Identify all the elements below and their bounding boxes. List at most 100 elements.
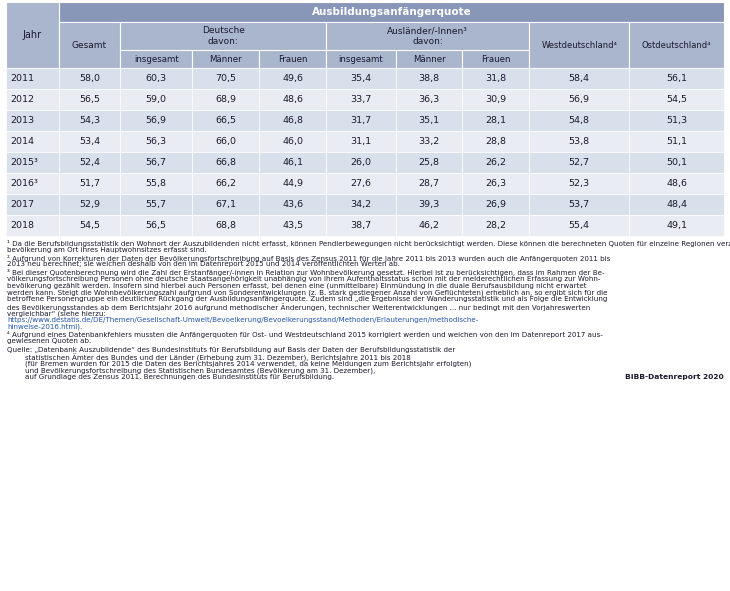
Text: insgesamt: insgesamt [339, 54, 383, 63]
Text: 53,8: 53,8 [569, 137, 590, 146]
Text: 50,1: 50,1 [666, 158, 687, 167]
Text: 2012: 2012 [10, 95, 34, 104]
Text: bevölkerung gezählt werden. Insofern sind hierbei auch Personen erfasst, bei den: bevölkerung gezählt werden. Insofern sin… [7, 283, 586, 290]
Text: 56,3: 56,3 [146, 137, 167, 146]
Text: 31,7: 31,7 [350, 116, 372, 125]
Text: 54,8: 54,8 [569, 116, 590, 125]
Text: und Bevölkerungsfortschreibung des Statistischen Bundesamtes (Bevölkerung am 31.: und Bevölkerungsfortschreibung des Stati… [7, 368, 375, 374]
Text: 52,9: 52,9 [79, 200, 100, 209]
Text: 46,8: 46,8 [282, 116, 303, 125]
Bar [120, 50, 193, 68]
Bar [629, 173, 724, 194]
Text: 67,1: 67,1 [215, 200, 237, 209]
Bar [59, 173, 120, 194]
Text: 26,2: 26,2 [485, 158, 507, 167]
Text: 28,2: 28,2 [485, 221, 507, 230]
Bar [396, 215, 462, 236]
Bar [629, 131, 724, 152]
Text: 51,3: 51,3 [666, 116, 687, 125]
Bar [529, 194, 629, 215]
Bar [326, 89, 396, 110]
Text: 68,9: 68,9 [215, 95, 237, 104]
Bar [120, 131, 193, 152]
Text: 35,4: 35,4 [350, 74, 372, 83]
Bar [120, 22, 326, 68]
Bar [59, 152, 120, 173]
Text: 26,3: 26,3 [485, 179, 507, 188]
Text: hinweise-2016.html).: hinweise-2016.html). [7, 324, 82, 330]
Bar [59, 89, 120, 110]
Text: 28,1: 28,1 [485, 116, 507, 125]
Bar [6, 2, 59, 68]
Text: bevölkerung am Ort ihres Hauptwohnsitzes erfasst sind.: bevölkerung am Ort ihres Hauptwohnsitzes… [7, 247, 207, 253]
Text: 51,1: 51,1 [666, 137, 687, 146]
Bar [59, 131, 120, 152]
Bar [120, 68, 193, 89]
Text: 56,9: 56,9 [146, 116, 166, 125]
Text: Ausbildungsanfängerquote: Ausbildungsanfängerquote [312, 7, 472, 17]
Bar [529, 131, 629, 152]
Text: Quelle: „Datenbank Auszubildende“ des Bundesinstituts für Berufsbildung auf Basi: Quelle: „Datenbank Auszubildende“ des Bu… [7, 347, 456, 353]
Bar [59, 68, 120, 89]
Bar [193, 173, 259, 194]
Bar [396, 131, 462, 152]
Text: völkerungsfortschreibung Personen ohne deutsche Staatsangehörigkeit unabhängig v: völkerungsfortschreibung Personen ohne d… [7, 276, 601, 282]
Text: 66,2: 66,2 [215, 179, 237, 188]
Text: 31,8: 31,8 [485, 74, 507, 83]
Bar [462, 131, 529, 152]
Text: 66,0: 66,0 [215, 137, 237, 146]
Text: 33,2: 33,2 [418, 137, 439, 146]
Text: ³ Bei dieser Quotenberechnung wird die Zahl der Erstanfänger/-innen in Relation : ³ Bei dieser Quotenberechnung wird die Z… [7, 269, 604, 276]
Bar [326, 50, 396, 68]
Text: 25,8: 25,8 [418, 158, 439, 167]
Bar [529, 173, 629, 194]
Bar [259, 131, 326, 152]
Text: 28,7: 28,7 [418, 179, 439, 188]
Bar [59, 110, 120, 131]
Bar [120, 89, 193, 110]
Text: 48,4: 48,4 [666, 200, 687, 209]
Text: ¹ Da die Berufsbildungsstatistik den Wohnort der Auszubildenden nicht erfasst, k: ¹ Da die Berufsbildungsstatistik den Woh… [7, 240, 730, 247]
Bar [629, 215, 724, 236]
Bar [259, 194, 326, 215]
Text: insgesamt: insgesamt [134, 54, 179, 63]
Bar [326, 173, 396, 194]
Bar [6, 131, 59, 152]
Text: 54,3: 54,3 [79, 116, 100, 125]
Text: 55,8: 55,8 [146, 179, 166, 188]
Text: 53,7: 53,7 [569, 200, 590, 209]
Text: 70,5: 70,5 [215, 74, 237, 83]
Bar [629, 194, 724, 215]
Bar [326, 110, 396, 131]
Bar [6, 194, 59, 215]
Bar [396, 173, 462, 194]
Text: 26,9: 26,9 [485, 200, 507, 209]
Bar [529, 22, 629, 68]
Text: 2013 neu berechnet; sie weichen deshalb von den im Datenreport 2015 und 2014 ver: 2013 neu berechnet; sie weichen deshalb … [7, 261, 400, 267]
Text: 38,7: 38,7 [350, 221, 372, 230]
Bar [6, 89, 59, 110]
Text: 52,7: 52,7 [569, 158, 590, 167]
Text: 43,5: 43,5 [282, 221, 303, 230]
Text: (für Bremen wurden für 2015 die Daten des Berichtsjahres 2014 verwendet, da kein: (für Bremen wurden für 2015 die Daten de… [7, 361, 472, 367]
Bar [629, 68, 724, 89]
Bar [259, 152, 326, 173]
Text: 49,1: 49,1 [666, 221, 687, 230]
Text: 54,5: 54,5 [666, 95, 687, 104]
Bar [462, 50, 529, 68]
Text: 28,8: 28,8 [485, 137, 507, 146]
Text: 56,5: 56,5 [79, 95, 100, 104]
Text: Ostdeutschland⁴: Ostdeutschland⁴ [642, 41, 712, 50]
Bar [326, 194, 396, 215]
Bar [59, 215, 120, 236]
Bar [6, 215, 59, 236]
Text: 55,4: 55,4 [569, 221, 590, 230]
Text: 66,5: 66,5 [215, 116, 237, 125]
Bar [396, 89, 462, 110]
Text: 52,3: 52,3 [569, 179, 590, 188]
Bar [462, 110, 529, 131]
Text: Frauen: Frauen [278, 54, 307, 63]
Text: 46,0: 46,0 [282, 137, 303, 146]
Bar [326, 22, 529, 68]
Bar [120, 110, 193, 131]
